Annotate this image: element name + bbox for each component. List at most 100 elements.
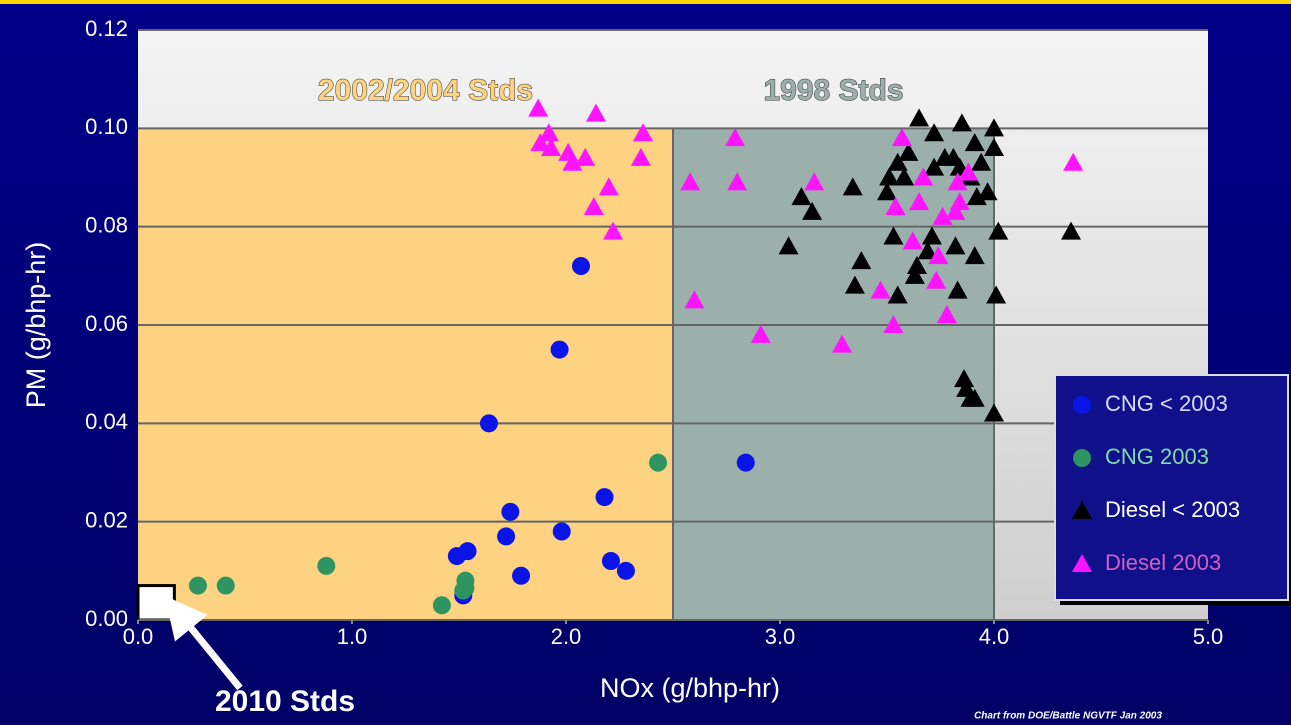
- point: [432, 596, 451, 615]
- x-tick-label: 1.0: [337, 624, 368, 649]
- arrow: [164, 595, 243, 691]
- legend-label: CNG 2003: [1105, 444, 1209, 469]
- point: [887, 152, 908, 171]
- point: [909, 108, 930, 127]
- y-tick-label: 0.00: [85, 606, 128, 631]
- x-tick-label: 5.0: [1193, 624, 1224, 649]
- point: [633, 123, 654, 142]
- y-tick-label: 0.12: [85, 16, 128, 41]
- point: [909, 192, 930, 211]
- point: [883, 226, 904, 245]
- point: [988, 221, 1009, 240]
- point: [603, 221, 624, 240]
- point: [501, 502, 520, 521]
- point: [877, 182, 897, 201]
- point: [630, 147, 651, 166]
- point: [966, 187, 987, 206]
- point: [917, 241, 938, 260]
- point: [512, 566, 531, 585]
- point: [932, 206, 953, 225]
- point: [926, 270, 947, 289]
- point: [906, 256, 927, 274]
- point: [913, 167, 934, 186]
- region-label: 1998 Stds: [763, 74, 903, 107]
- point: [725, 128, 746, 147]
- point: [562, 152, 583, 171]
- y-tick-label: 0.08: [85, 212, 128, 237]
- point: [680, 172, 701, 191]
- legend-marker: [1072, 554, 1092, 572]
- point: [454, 581, 473, 600]
- point: [928, 246, 949, 265]
- point: [887, 285, 908, 304]
- point: [727, 172, 748, 191]
- x-tick-label: 3.0: [765, 624, 796, 649]
- point: [936, 305, 957, 324]
- point: [945, 236, 966, 255]
- point: [583, 197, 604, 215]
- point: [947, 172, 968, 191]
- point: [802, 201, 823, 220]
- point: [479, 414, 498, 433]
- x-axis-label: NOx (g/bhp-hr): [600, 673, 780, 703]
- point: [552, 522, 571, 541]
- point: [1063, 152, 1084, 171]
- standard-region: [136, 584, 176, 622]
- standard-region: [673, 128, 994, 621]
- point: [879, 167, 900, 186]
- point: [964, 133, 985, 152]
- point: [984, 118, 1004, 137]
- point: [601, 552, 620, 570]
- point: [530, 133, 551, 152]
- point: [984, 403, 1004, 422]
- point: [958, 162, 979, 181]
- point: [844, 275, 865, 294]
- point: [750, 324, 771, 343]
- point: [945, 201, 966, 220]
- point: [954, 369, 975, 388]
- point: [964, 246, 985, 265]
- legend-label: Diesel < 2003: [1105, 497, 1240, 522]
- legend-box: [1054, 374, 1289, 601]
- point: [595, 488, 614, 507]
- y-tick-label: 0.06: [85, 311, 128, 336]
- point: [921, 226, 942, 245]
- legend-marker: [1073, 396, 1091, 414]
- point: [898, 142, 919, 161]
- y-tick-label: 0.04: [85, 409, 128, 434]
- region-label: 2002/2004 Stds: [318, 74, 533, 107]
- region-label: 2010 Stds: [215, 685, 355, 718]
- point: [870, 280, 891, 299]
- point: [971, 152, 992, 171]
- y-tick-label: 0.02: [85, 507, 128, 532]
- point: [883, 315, 904, 333]
- point: [550, 340, 569, 359]
- point: [986, 285, 1007, 304]
- point: [832, 334, 853, 353]
- point: [736, 453, 755, 472]
- point: [541, 138, 562, 156]
- x-tick-label: 0.0: [123, 624, 154, 649]
- point: [891, 128, 912, 147]
- point: [778, 236, 799, 255]
- point: [885, 197, 906, 215]
- point: [1061, 221, 1082, 240]
- point: [791, 187, 812, 206]
- point: [216, 576, 235, 595]
- point: [894, 167, 915, 186]
- point: [575, 147, 596, 166]
- legend-label: Diesel 2003: [1105, 550, 1221, 575]
- standard-region: [138, 128, 673, 621]
- point: [947, 280, 968, 299]
- x-tick-label: 2.0: [551, 624, 582, 649]
- y-axis-label: PM (g/bhp-hr): [21, 242, 51, 409]
- point: [528, 98, 549, 117]
- point: [984, 138, 1004, 156]
- point: [585, 103, 606, 122]
- point: [188, 576, 207, 595]
- point: [317, 556, 336, 575]
- point: [977, 182, 998, 201]
- point: [924, 123, 945, 142]
- point: [964, 388, 985, 407]
